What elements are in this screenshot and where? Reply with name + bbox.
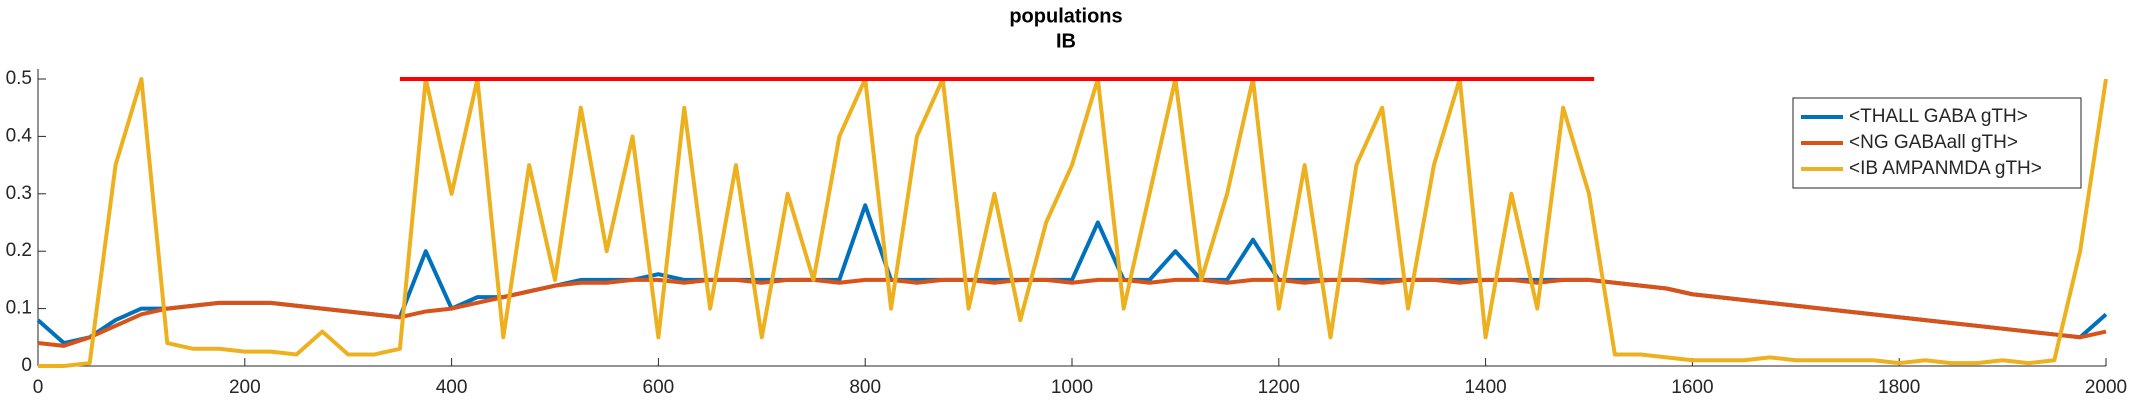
y-tick-label: 0.4 xyxy=(6,125,33,146)
x-tick-label: 1200 xyxy=(1258,377,1300,398)
chart-subtitle: IB xyxy=(1056,30,1076,52)
series-line xyxy=(38,77,2108,368)
x-tick-label: 200 xyxy=(229,377,261,398)
y-tick-label: 0.3 xyxy=(6,183,32,204)
series-line xyxy=(36,203,2108,346)
y-tick-label: 0.2 xyxy=(6,240,32,261)
y-tick-label: 0.1 xyxy=(6,298,32,319)
legend-label: <NG GABAall gTH> xyxy=(1849,132,2018,153)
x-tick-label: 1400 xyxy=(1464,377,1506,398)
chart-title: populations xyxy=(1009,5,1122,27)
x-tick-label: 1600 xyxy=(1671,377,1713,398)
x-tick-label: 1000 xyxy=(1051,377,1093,398)
x-tick-label: 800 xyxy=(849,377,881,398)
x-tick-label: 2000 xyxy=(2085,377,2127,398)
x-tick-label: 1800 xyxy=(1878,377,1920,398)
x-tick-label: 600 xyxy=(643,377,675,398)
y-tick-label: 0.5 xyxy=(6,68,32,89)
x-tick-label: 400 xyxy=(436,377,468,398)
legend-label: <THALL GABA gTH> xyxy=(1849,106,2028,127)
y-tick-label: 0 xyxy=(21,355,32,376)
legend-label: <IB AMPANMDA gTH> xyxy=(1849,158,2042,179)
x-tick-label: 0 xyxy=(33,377,44,398)
series-line xyxy=(37,277,2107,348)
